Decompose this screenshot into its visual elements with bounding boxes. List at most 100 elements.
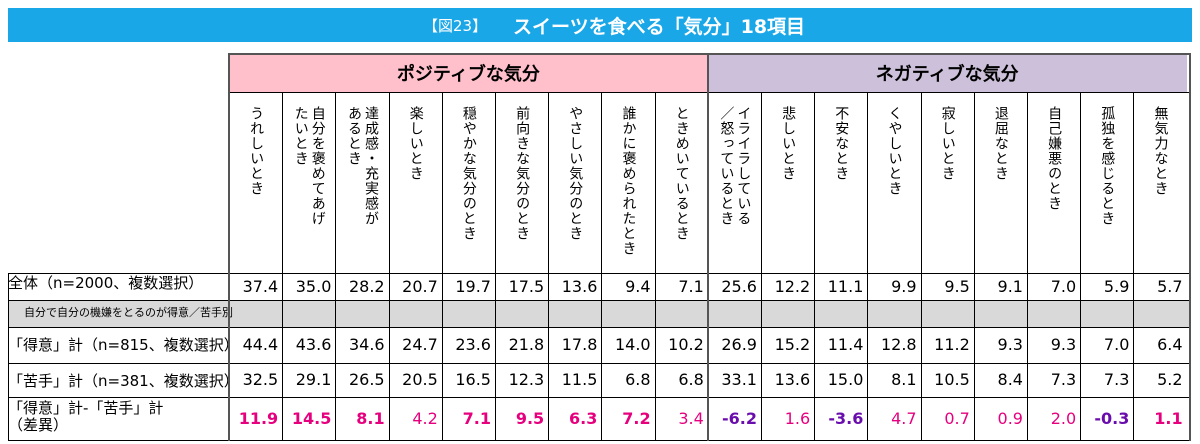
column-header-label: 穏やかな気分のとき [460, 106, 477, 241]
column-header: 達成感・充実感が あるとき [335, 92, 388, 273]
data-cell: 9.1 [997, 277, 1023, 296]
data-cell: 14.0 [614, 335, 651, 354]
subheader-band [8, 301, 1190, 327]
grid-line [228, 53, 230, 441]
data-cell: 34.6 [348, 335, 385, 354]
data-cell: 17.5 [508, 277, 545, 296]
grid-line [8, 363, 1190, 364]
row-label: 「得意」計-「苦手」計 （差異） [8, 399, 164, 434]
data-cell: 12.2 [774, 277, 811, 296]
data-cell: 15.0 [827, 370, 864, 389]
data-cell: 8.4 [997, 370, 1023, 389]
data-cell: 0.7 [944, 409, 970, 428]
chart-title: スイーツを食べる「気分」18項目 [513, 16, 806, 38]
data-cell: 29.1 [295, 370, 332, 389]
column-header-label: ときめいているとき [673, 106, 690, 241]
row-label: 「苦手」計（n=381、複数選択） [8, 372, 239, 390]
data-cell: 11.9 [238, 409, 279, 428]
grid-line [388, 92, 390, 441]
data-cell: 11.4 [827, 335, 864, 354]
column-header-label: 孤独を感じるとき [1099, 106, 1116, 226]
data-cell: 7.2 [622, 409, 651, 428]
data-cell: 9.9 [891, 277, 917, 296]
grid-line [920, 92, 922, 441]
data-cell: 26.5 [348, 370, 385, 389]
data-cell: 23.6 [455, 335, 491, 354]
data-cell: 6.4 [1157, 335, 1183, 354]
data-cell: 5.9 [1103, 277, 1130, 296]
grid-line [973, 92, 975, 441]
data-cell: 0.9 [997, 409, 1023, 428]
column-header: うれしいとき [229, 92, 282, 273]
data-cell: 7.3 [1103, 370, 1130, 389]
data-cell: 1.1 [1154, 409, 1183, 428]
data-cell: 14.5 [291, 409, 332, 428]
column-header-label: 達成感・充実感が あるとき [345, 106, 379, 226]
data-cell: 25.6 [721, 277, 757, 296]
grid-line [654, 92, 656, 441]
data-cell: 7.1 [678, 277, 704, 296]
data-cell: 17.8 [561, 335, 598, 354]
column-header: ときめいているとき [655, 92, 708, 273]
title-bar: 【図23】 スイーツを食べる「気分」18項目 [8, 8, 1192, 42]
data-cell: 2.0 [1050, 409, 1077, 428]
grid-line [814, 92, 816, 441]
data-cell: 4.2 [412, 409, 438, 428]
column-header: 楽しいとき [389, 92, 442, 273]
data-cell: -6.2 [722, 409, 757, 428]
grid-line [495, 92, 496, 441]
data-cell: 15.2 [774, 335, 811, 354]
data-cell: 43.6 [295, 335, 332, 354]
data-cell: 5.7 [1157, 277, 1183, 296]
data-cell: 9.5 [515, 409, 545, 428]
grid-line [282, 92, 284, 441]
grid-line [8, 327, 1190, 328]
column-header: 悲しいとき [761, 92, 814, 273]
column-header: やさしい気分のとき [548, 92, 601, 273]
grid-line [706, 53, 709, 441]
data-cell: 7.0 [1050, 277, 1077, 296]
column-header-label: 退屈なとき [992, 106, 1009, 181]
data-cell: 24.7 [402, 335, 438, 354]
data-cell: 32.5 [242, 370, 279, 389]
data-cell: 8.1 [891, 370, 917, 389]
column-header-label: くやしいとき [886, 106, 903, 196]
data-cell: 9.3 [997, 335, 1023, 354]
grid-line [1189, 53, 1191, 441]
column-header: イライラしている ／怒っているとき [708, 92, 761, 273]
subheader-label: 自分で自分の機嫌をとるのが得意／苦手別 [24, 306, 233, 319]
column-header: 不安なとき [814, 92, 867, 273]
group-band: ポジティブな気分 [229, 53, 708, 92]
data-cell: 12.3 [508, 370, 545, 389]
data-cell: 16.5 [455, 370, 491, 389]
column-header: 前向きな気分のとき [495, 92, 548, 273]
column-header: 誰かに褒められたとき [601, 92, 654, 273]
data-cell: 44.4 [242, 335, 279, 354]
grid-line [441, 92, 443, 441]
data-cell: -0.3 [1094, 409, 1130, 428]
grid-line [229, 53, 1190, 55]
data-cell: 10.5 [934, 370, 970, 389]
data-cell: 20.7 [402, 277, 438, 296]
column-header-label: 不安なとき [833, 106, 850, 181]
data-cell: 6.8 [625, 370, 651, 389]
column-header-label: 無気力なとき [1152, 106, 1169, 196]
column-header-label: 自分を褒めてあげ たいとき [292, 106, 326, 226]
data-cell: 11.1 [827, 277, 864, 296]
column-header-label: 寂しいとき [939, 106, 956, 181]
figure-number: 【図23】 [423, 17, 488, 35]
data-cell: 7.0 [1103, 335, 1130, 354]
data-cell: 4.7 [891, 409, 917, 428]
column-header: 孤独を感じるとき [1080, 92, 1133, 273]
data-cell: 28.2 [348, 277, 385, 296]
column-header-label: 楽しいとき [407, 106, 424, 181]
data-cell: 9.5 [944, 277, 970, 296]
grid-line [335, 92, 337, 441]
data-cell: 13.6 [774, 370, 811, 389]
data-cell: 21.8 [508, 335, 545, 354]
grid-line [8, 397, 1190, 398]
data-cell: 6.3 [569, 409, 598, 428]
grid-line [761, 92, 762, 441]
grid-line [8, 440, 1190, 441]
